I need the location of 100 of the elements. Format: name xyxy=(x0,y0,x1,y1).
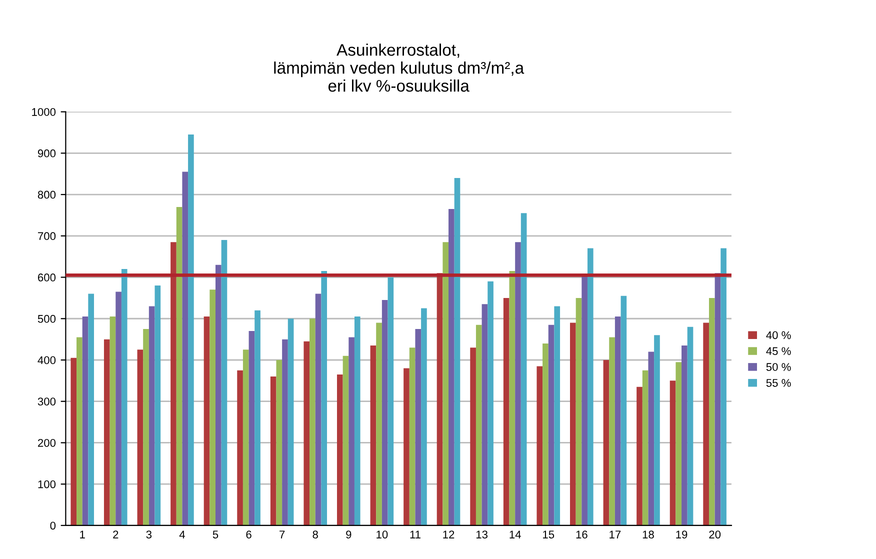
bar xyxy=(370,346,376,526)
legend-label: 40 % xyxy=(766,331,791,340)
bar xyxy=(603,360,610,526)
bar xyxy=(204,316,210,526)
bar xyxy=(536,366,543,526)
x-tick-label: 14 xyxy=(510,530,521,538)
bar xyxy=(154,286,161,526)
y-tick-label: 500 xyxy=(38,314,56,323)
x-tick-label: 18 xyxy=(642,530,654,538)
bar xyxy=(104,339,110,526)
bar xyxy=(676,362,682,526)
bar xyxy=(82,316,88,526)
x-tick-label: 5 xyxy=(212,530,218,538)
bar xyxy=(315,294,322,526)
bar xyxy=(442,242,449,526)
bar xyxy=(282,339,288,526)
x-tick-label: 6 xyxy=(246,530,252,538)
bar xyxy=(415,328,422,526)
bar xyxy=(554,306,560,526)
x-tick-label: 3 xyxy=(146,530,152,538)
bar xyxy=(148,306,155,526)
x-tick-label: 2 xyxy=(113,530,118,538)
bar xyxy=(248,331,255,526)
x-tick-label: 15 xyxy=(543,530,554,538)
bar xyxy=(654,335,660,526)
bar xyxy=(143,328,149,526)
y-tick-label: 800 xyxy=(38,190,56,199)
bar xyxy=(476,324,482,526)
bar xyxy=(509,271,516,526)
y-tick-label: 200 xyxy=(38,438,56,447)
bar xyxy=(182,172,188,526)
x-tick-label: 10 xyxy=(376,530,388,538)
bar xyxy=(448,209,454,526)
bar xyxy=(304,341,310,526)
x-tick-label: 16 xyxy=(576,530,588,538)
bar xyxy=(188,134,194,526)
bar xyxy=(336,374,343,526)
bar xyxy=(587,248,594,526)
x-tick-label: 4 xyxy=(179,530,185,538)
bar xyxy=(116,292,122,526)
bar xyxy=(636,386,642,526)
bar xyxy=(110,316,116,526)
bar xyxy=(454,178,460,526)
bar xyxy=(520,213,527,526)
y-tick-label: 900 xyxy=(38,149,56,158)
bar xyxy=(482,304,488,526)
bar xyxy=(376,322,382,526)
bar xyxy=(609,337,615,526)
bar xyxy=(215,264,222,526)
x-tick-label: 17 xyxy=(610,530,621,538)
x-tick-label: 20 xyxy=(709,530,721,538)
bar xyxy=(270,376,276,526)
bar xyxy=(682,346,688,526)
bar xyxy=(170,242,176,526)
legend-label: 45 % xyxy=(766,347,791,356)
bar xyxy=(121,268,128,526)
bar xyxy=(354,316,360,526)
y-tick-label: 1000 xyxy=(32,108,56,116)
bar xyxy=(648,352,654,526)
bar xyxy=(582,275,588,526)
bar xyxy=(542,343,548,526)
y-tick-label: 400 xyxy=(38,356,56,364)
y-tick-label: 600 xyxy=(38,274,56,282)
x-tick-label: 1 xyxy=(80,530,85,538)
bar xyxy=(221,240,228,526)
bar xyxy=(515,242,521,526)
bar xyxy=(503,298,510,526)
bar xyxy=(176,206,182,526)
bar xyxy=(620,296,627,526)
x-tick-label: 13 xyxy=(476,530,488,538)
y-tick-label: 0 xyxy=(50,522,56,530)
bar xyxy=(570,322,576,526)
bar xyxy=(88,294,94,526)
bar xyxy=(382,300,388,526)
y-tick-label: 300 xyxy=(38,398,56,406)
bar xyxy=(614,316,621,526)
x-tick-label: 19 xyxy=(676,530,688,538)
bar xyxy=(642,370,648,526)
bar xyxy=(421,308,427,526)
bar xyxy=(436,273,443,526)
bar xyxy=(687,326,694,526)
x-tick-label: 7 xyxy=(280,530,285,538)
x-tick-label: 12 xyxy=(443,530,454,538)
bar xyxy=(76,337,82,526)
x-tick-label: 11 xyxy=(410,530,420,538)
bar xyxy=(548,324,554,526)
y-tick-label: 100 xyxy=(38,480,56,488)
legend-label: 50 % xyxy=(766,363,791,371)
bar xyxy=(70,358,77,526)
bar xyxy=(404,368,410,526)
bar xyxy=(242,350,249,526)
bar xyxy=(210,290,216,526)
bar xyxy=(409,348,416,526)
bar xyxy=(488,281,494,526)
bar xyxy=(714,273,721,526)
bar xyxy=(321,271,328,526)
bar xyxy=(348,337,354,526)
bar xyxy=(342,356,349,526)
legend-label: 55 % xyxy=(766,379,791,387)
x-tick-label: 9 xyxy=(346,530,352,538)
